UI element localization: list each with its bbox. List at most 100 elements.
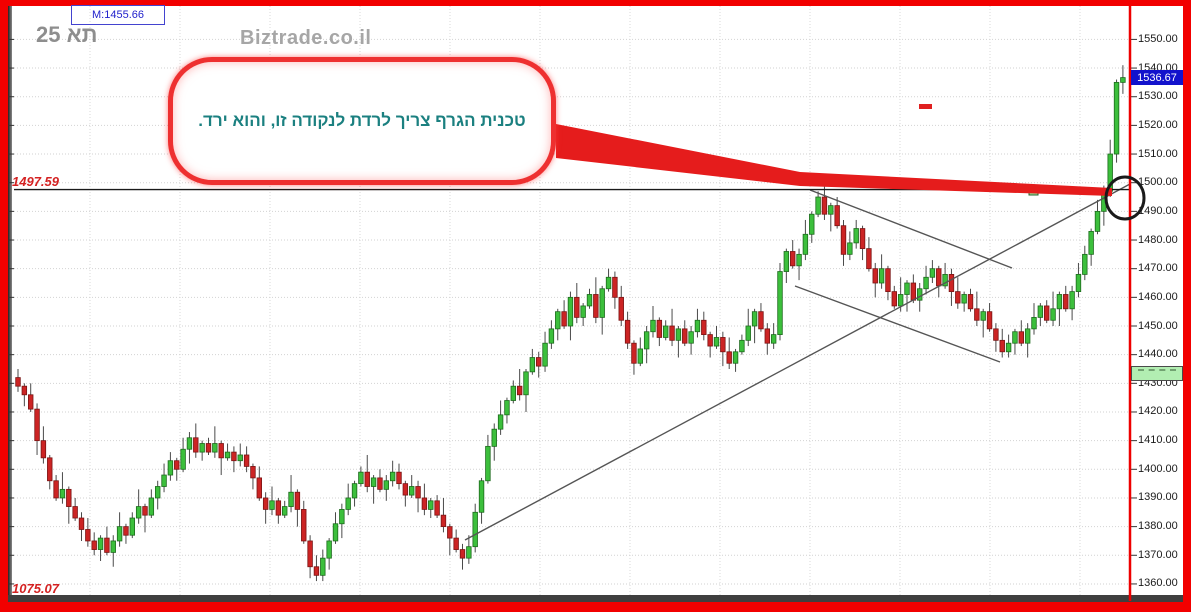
candle-body xyxy=(663,325,669,338)
candle-body xyxy=(129,517,135,536)
price-axis-label: 1510.00 xyxy=(1138,147,1178,160)
candle-body xyxy=(237,454,243,462)
candle-body xyxy=(250,466,256,479)
candle-body xyxy=(345,497,351,510)
candle-body xyxy=(1018,331,1024,344)
candle-body xyxy=(1012,331,1018,344)
trendline-rising-support[interactable] xyxy=(464,183,1131,541)
candle-body xyxy=(523,371,529,396)
candle-body xyxy=(624,319,631,344)
candle-body xyxy=(472,511,478,548)
chart-left-border xyxy=(8,6,12,601)
watermark-logo: Biztrade.co.il xyxy=(240,27,372,49)
candle-body xyxy=(466,546,472,559)
candle-body xyxy=(199,443,205,453)
candle-body xyxy=(593,294,599,318)
candle-body xyxy=(1005,342,1012,353)
candle-body xyxy=(212,443,218,453)
red-dash-mark xyxy=(919,104,932,109)
candle-body xyxy=(301,509,307,542)
candle-body xyxy=(1069,291,1075,310)
candle-body xyxy=(929,268,936,278)
candle-body xyxy=(866,248,872,270)
price-axis-label: 1460.00 xyxy=(1138,290,1178,303)
candle-body xyxy=(1120,77,1126,83)
candle-body xyxy=(34,408,40,442)
candle-body xyxy=(516,385,523,396)
candle-body xyxy=(510,385,516,401)
price-axis-label: 1360.00 xyxy=(1138,577,1178,590)
candle-body xyxy=(332,523,339,542)
candle-body xyxy=(986,311,993,330)
candle-body xyxy=(815,196,821,215)
candle-body xyxy=(358,471,364,485)
candle-body xyxy=(135,506,142,519)
candle-body xyxy=(1024,328,1031,344)
candle-body xyxy=(161,474,167,487)
candle-body xyxy=(1094,210,1101,232)
candle-body xyxy=(269,500,275,510)
price-axis-label: 1400.00 xyxy=(1138,462,1178,475)
candle-body xyxy=(682,328,688,344)
candle-body xyxy=(720,337,726,353)
candle-body xyxy=(491,428,497,447)
callout-text: טכנית הגרף צריך לרדת לנקודה זו, והוא ירד… xyxy=(198,111,526,130)
candle-body xyxy=(828,205,834,215)
callout-pointer-arrow xyxy=(556,124,1112,196)
candle-body xyxy=(97,537,104,550)
candle-body xyxy=(834,205,840,227)
price-axis-label: 1550.00 xyxy=(1138,32,1178,45)
candle-body xyxy=(536,357,542,367)
candle-body xyxy=(66,488,72,507)
indicator-value-box: M:1455.66 xyxy=(71,5,165,25)
candle-body xyxy=(612,276,618,298)
price-axis-label: 1440.00 xyxy=(1138,348,1178,361)
bottom-left-price-label: 1075.07 xyxy=(12,581,59,596)
candle-body xyxy=(453,537,459,550)
candle-body xyxy=(993,328,999,341)
price-axis-label: 1390.00 xyxy=(1138,491,1178,504)
price-axis-label: 1380.00 xyxy=(1138,520,1178,533)
candle-body xyxy=(1044,305,1050,321)
candle-body xyxy=(428,500,434,510)
candle-body xyxy=(688,331,694,344)
candle-body xyxy=(47,457,53,482)
candle-body xyxy=(758,311,764,330)
price-axis-label: 1450.00 xyxy=(1138,319,1178,332)
candle-body xyxy=(669,325,675,341)
candle-body xyxy=(1050,308,1056,321)
candle-body xyxy=(980,311,986,321)
candle-body xyxy=(351,483,358,499)
price-axis-label: 1470.00 xyxy=(1138,262,1178,275)
candle-body xyxy=(694,319,701,333)
trendline-falling-channel-upper[interactable] xyxy=(809,189,1013,269)
annotation-callout-bubble[interactable]: טכנית הגרף צריך לרדת לנקודה זו, והוא ירד… xyxy=(168,57,556,185)
candle-body xyxy=(548,328,555,344)
candle-body xyxy=(967,294,974,310)
level-price-label: 1497.59 xyxy=(12,174,59,189)
candle-body xyxy=(389,471,396,482)
candle-body xyxy=(281,506,288,516)
price-axis-label: 1490.00 xyxy=(1138,204,1178,217)
candle-body xyxy=(91,540,97,550)
candle-body xyxy=(402,483,409,496)
candle-body xyxy=(1113,81,1120,155)
trendline-falling-channel-lower[interactable] xyxy=(794,285,1001,363)
candle-body xyxy=(961,294,967,304)
candle-body xyxy=(174,460,180,470)
candle-body xyxy=(218,443,224,459)
candle-body xyxy=(1088,231,1094,255)
candle-body xyxy=(643,331,650,350)
candle-body xyxy=(142,506,148,516)
candle-body xyxy=(364,471,370,487)
candle-body xyxy=(783,251,790,272)
candle-body xyxy=(707,334,713,347)
candle-body xyxy=(59,488,66,499)
candle-body xyxy=(745,325,751,341)
candle-body xyxy=(974,308,980,321)
candle-body xyxy=(923,276,929,290)
target-circle-annotation[interactable] xyxy=(1104,175,1146,221)
candle-body xyxy=(110,540,116,553)
